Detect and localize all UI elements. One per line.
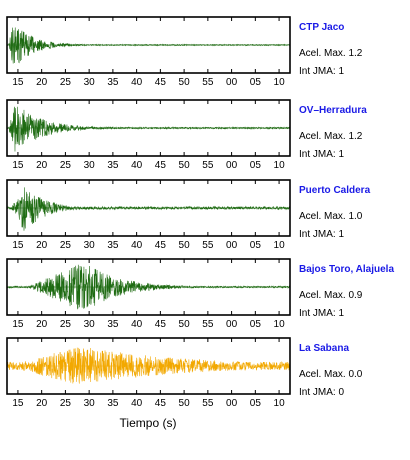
acel-max-label: Acel. Max. 1.2 (299, 48, 363, 59)
x-tick-label: 40 (131, 77, 143, 88)
waveform-trace (6, 264, 291, 310)
x-tick-label: 00 (226, 240, 238, 251)
acel-max-label: Acel. Max. 1.0 (299, 211, 363, 222)
x-tick-label: 10 (274, 160, 286, 171)
x-tick-label: 25 (60, 240, 72, 251)
int-jma-label: Int JMA: 1 (299, 229, 344, 240)
panel-frame (6, 337, 291, 395)
x-tick-label: 50 (179, 398, 191, 409)
waveform-trace (6, 106, 291, 152)
x-tick-label: 05 (250, 77, 262, 88)
waveform-trace (6, 347, 291, 384)
x-tick-label: 05 (250, 240, 262, 251)
x-tick-label: 35 (107, 160, 119, 171)
waveform-trace (6, 187, 291, 231)
x-tick-label: 45 (155, 160, 167, 171)
x-tick-label: 15 (12, 398, 24, 409)
x-tick-label: 00 (226, 398, 238, 409)
x-tick-label: 45 (155, 77, 167, 88)
x-tick-label: 15 (12, 240, 24, 251)
x-tick-label: 15 (12, 319, 24, 330)
x-tick-label: 30 (84, 160, 96, 171)
waveform-trace (6, 27, 291, 64)
panel-frame (6, 16, 291, 74)
x-tick-label: 10 (274, 398, 286, 409)
station-name: OV–Herradura (299, 105, 367, 116)
seismogram-panel: 15 20 25 30 35 40 45 50 55 00 05 10 Bajos Toro, Alaj… (6, 258, 394, 330)
x-tick-label: 00 (226, 160, 238, 171)
x-tick-label: 05 (250, 319, 262, 330)
x-tick-label: 20 (36, 77, 48, 88)
station-name: Puerto Caldera (299, 185, 371, 196)
x-tick-label: 00 (226, 77, 238, 88)
seismogram-panel: 15 20 25 30 35 40 45 50 55 00 05 10 OV–Herradura Acel… (6, 99, 367, 171)
x-tick-label: 30 (84, 77, 96, 88)
x-tick-label: 35 (107, 77, 119, 88)
x-tick-label: 15 (12, 160, 24, 171)
x-tick-label: 40 (131, 240, 143, 251)
seismogram-panel: 15 20 25 30 35 40 45 50 55 00 05 10 Puerto Caldera Ac… (6, 179, 371, 251)
x-axis-title: Tiempo (s) (120, 416, 177, 430)
x-tick-label: 35 (107, 319, 119, 330)
x-tick-label: 50 (179, 160, 191, 171)
x-tick-label: 55 (202, 77, 214, 88)
x-tick-label: 10 (274, 319, 286, 330)
x-tick-label: 50 (179, 77, 191, 88)
x-tick-label: 35 (107, 398, 119, 409)
x-tick-label: 00 (226, 319, 238, 330)
x-tick-label: 20 (36, 398, 48, 409)
x-tick-label: 50 (179, 319, 191, 330)
x-tick-label: 15 (12, 77, 24, 88)
x-tick-label: 05 (250, 398, 262, 409)
seismogram-panels: 15 20 25 30 35 40 45 50 55 00 05 10 CTP Jaco Acel. Ma… (6, 16, 394, 409)
x-tick-label: 45 (155, 240, 167, 251)
x-tick-label: 10 (274, 240, 286, 251)
seismogram-panel: 15 20 25 30 35 40 45 50 55 00 05 10 La Sabana Acel. M… (6, 337, 363, 409)
int-jma-label: Int JMA: 0 (299, 387, 344, 398)
int-jma-label: Int JMA: 1 (299, 66, 344, 77)
x-tick-label: 25 (60, 160, 72, 171)
x-tick-label: 25 (60, 77, 72, 88)
x-tick-label: 40 (131, 160, 143, 171)
x-tick-label: 25 (60, 398, 72, 409)
x-tick-label: 55 (202, 398, 214, 409)
acel-max-label: Acel. Max. 1.2 (299, 131, 363, 142)
acel-max-label: Acel. Max. 0.0 (299, 369, 363, 380)
x-tick-label: 30 (84, 319, 96, 330)
station-name: La Sabana (299, 343, 349, 354)
panel-frame (6, 258, 291, 316)
x-tick-label: 20 (36, 240, 48, 251)
acel-max-label: Acel. Max. 0.9 (299, 290, 363, 301)
x-tick-label: 50 (179, 240, 191, 251)
int-jma-label: Int JMA: 1 (299, 149, 344, 160)
x-tick-label: 30 (84, 240, 96, 251)
x-tick-label: 45 (155, 319, 167, 330)
x-tick-label: 20 (36, 319, 48, 330)
x-tick-label: 20 (36, 160, 48, 171)
x-tick-label: 40 (131, 319, 143, 330)
panel-frame (6, 99, 291, 157)
panel-frame (6, 179, 291, 237)
x-tick-label: 30 (84, 398, 96, 409)
x-tick-label: 05 (250, 160, 262, 171)
x-tick-label: 10 (274, 77, 286, 88)
x-tick-label: 35 (107, 240, 119, 251)
x-tick-label: 25 (60, 319, 72, 330)
station-name: Bajos Toro, Alajuela (299, 264, 394, 275)
x-tick-label: 55 (202, 240, 214, 251)
x-tick-label: 55 (202, 160, 214, 171)
seismogram-panel: 15 20 25 30 35 40 45 50 55 00 05 10 CTP Jaco Acel. Ma… (6, 16, 363, 88)
x-tick-label: 40 (131, 398, 143, 409)
int-jma-label: Int JMA: 1 (299, 308, 344, 319)
x-tick-label: 55 (202, 319, 214, 330)
x-tick-label: 45 (155, 398, 167, 409)
station-name: CTP Jaco (299, 22, 344, 33)
